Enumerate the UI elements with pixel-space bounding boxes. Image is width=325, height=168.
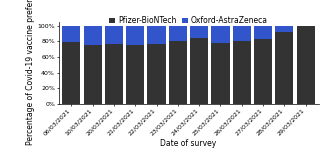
Bar — [169, 41, 187, 104]
Bar — [148, 26, 166, 44]
Bar — [148, 44, 166, 104]
Bar — [233, 26, 251, 41]
Bar — [275, 26, 293, 32]
Bar — [297, 26, 315, 104]
Bar — [84, 26, 102, 45]
Bar — [84, 45, 102, 104]
Bar — [105, 26, 123, 44]
Y-axis label: Percentage of Covid-19 vaccine preference: Percentage of Covid-19 vaccine preferenc… — [26, 0, 35, 145]
Bar — [62, 42, 80, 104]
Bar — [254, 39, 272, 104]
Bar — [169, 26, 187, 41]
Bar — [190, 37, 208, 104]
Bar — [233, 41, 251, 104]
Bar — [105, 44, 123, 104]
X-axis label: Date of survey: Date of survey — [160, 139, 217, 148]
Bar — [211, 26, 229, 43]
Bar — [190, 26, 208, 37]
Bar — [126, 45, 144, 104]
Bar — [62, 26, 80, 42]
Bar — [126, 26, 144, 45]
Bar — [211, 43, 229, 104]
Bar — [254, 26, 272, 39]
Bar — [275, 32, 293, 104]
Legend: Pfizer-BioNTech, Oxford-AstraZeneca: Pfizer-BioNTech, Oxford-AstraZeneca — [108, 15, 269, 27]
